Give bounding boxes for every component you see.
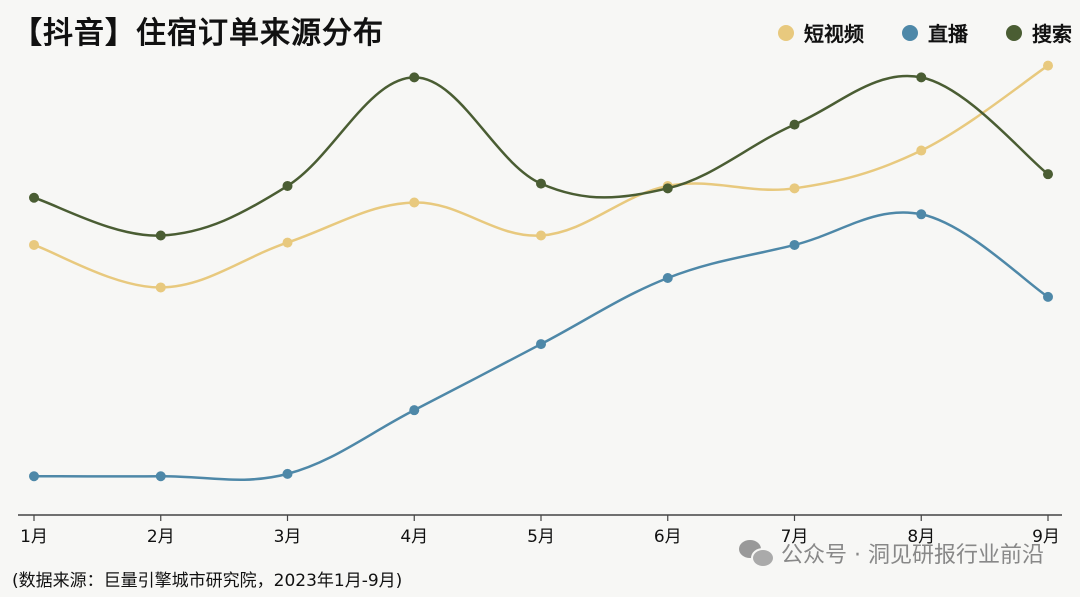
x-tick-label: 1月	[20, 527, 48, 547]
data-point-short-video	[789, 183, 800, 194]
x-tick-label: 3月	[274, 527, 302, 547]
data-point-search	[662, 183, 673, 194]
x-tick-label: 7月	[781, 527, 809, 547]
data-source-note: (数据来源：巨量引擎城市研究院，2023年1月-9月)	[12, 571, 403, 591]
data-point-search	[789, 119, 800, 130]
data-point-live	[282, 468, 293, 479]
watermark: 公众号 · 洞见研报行业前沿	[739, 537, 1044, 569]
data-point-short-video	[1043, 60, 1053, 71]
legend-item-short-video: 短视频	[778, 18, 864, 47]
x-tick-label: 6月	[654, 527, 682, 547]
legend-dot-live	[902, 24, 918, 41]
legend-item-search: 搜索	[1006, 18, 1072, 47]
data-point-search	[536, 178, 546, 189]
x-tick-label: 9月	[1032, 527, 1060, 547]
watermark-text: 公众号 · 洞见研报行业前沿	[781, 543, 1044, 568]
data-point-short-video	[536, 230, 546, 241]
data-point-live	[662, 273, 673, 283]
data-point-search	[409, 72, 420, 83]
data-point-short-video	[155, 282, 166, 293]
x-tick-label: 8月	[907, 527, 935, 547]
x-tick-label: 2月	[147, 527, 175, 547]
data-point-search	[155, 230, 166, 241]
data-point-live	[29, 471, 39, 482]
legend-dot-search	[1006, 24, 1022, 41]
legend-label-live: 直播	[928, 22, 968, 46]
data-point-live	[409, 405, 420, 416]
x-tick-label: 5月	[527, 527, 555, 547]
data-point-short-video	[916, 145, 927, 156]
legend-label-short-video: 短视频	[804, 22, 864, 46]
data-point-search	[916, 72, 927, 83]
data-point-live	[536, 339, 546, 350]
data-point-live	[155, 471, 166, 482]
data-point-live	[789, 239, 800, 250]
data-point-search	[282, 180, 293, 191]
data-point-live	[916, 209, 927, 220]
data-point-live	[1043, 291, 1053, 302]
series-line-short-video	[33, 64, 1049, 289]
data-point-search	[1043, 169, 1053, 180]
legend-dot-short-video	[778, 24, 794, 41]
chart-legend: 短视频 直播 搜索	[778, 18, 1072, 47]
data-point-short-video	[282, 237, 293, 248]
data-point-short-video	[29, 239, 39, 250]
x-tick-label: 4月	[400, 527, 428, 547]
data-point-search	[29, 192, 39, 203]
legend-item-live: 直播	[902, 18, 968, 47]
data-point-short-video	[409, 197, 420, 208]
legend-label-search: 搜索	[1032, 22, 1072, 46]
wechat-icon	[739, 540, 776, 568]
chart-title: 【抖音】住宿订单来源分布	[12, 16, 384, 51]
